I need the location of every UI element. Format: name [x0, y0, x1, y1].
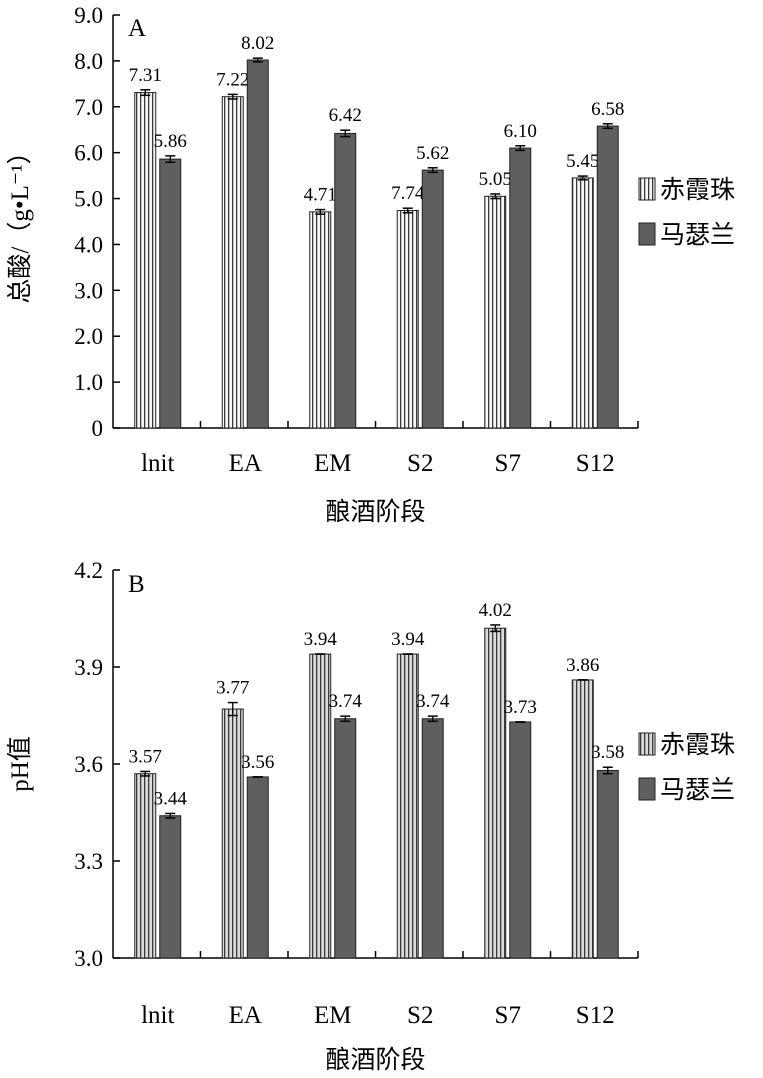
- y-tick-label: 3.9: [74, 655, 103, 680]
- data-label: 3.74: [416, 691, 450, 712]
- bar-cabernet: [134, 773, 157, 959]
- bar-marselan: [421, 718, 444, 959]
- data-label: 6.58: [591, 99, 624, 120]
- category-label: EM: [314, 450, 352, 477]
- bar-marselan: [509, 147, 532, 429]
- bar-cabernet: [484, 627, 507, 959]
- data-label: 5.45: [566, 151, 599, 172]
- data-label: 6.42: [329, 105, 362, 126]
- category-label: S12: [576, 450, 615, 477]
- data-label: 5.05: [479, 169, 512, 190]
- y-axis-title: pH值: [6, 736, 34, 792]
- y-tick-label: 3.0: [74, 278, 103, 303]
- bar-cabernet: [309, 653, 332, 959]
- legend-label: 马瑟兰: [660, 776, 735, 804]
- y-tick-label: 3.3: [74, 849, 103, 874]
- category-label: S2: [407, 450, 433, 477]
- bar-marselan: [509, 721, 532, 959]
- legend-swatch: [638, 222, 656, 246]
- category-label: EM: [314, 1002, 352, 1029]
- y-tick-label: 3.0: [74, 946, 103, 971]
- y-tick-label: 7.0: [74, 95, 103, 120]
- panel-label: B: [128, 571, 145, 598]
- data-label: 3.77: [216, 678, 249, 699]
- y-tick-label: 4.2: [74, 558, 103, 583]
- bar-marselan: [334, 718, 357, 959]
- x-axis-title: 酿酒阶段: [325, 1046, 425, 1074]
- legend-swatch: [638, 732, 656, 756]
- bar-cabernet: [396, 653, 419, 959]
- category-label: S2: [407, 1002, 433, 1029]
- legend-label: 赤霞珠: [660, 176, 735, 204]
- legend-label: 马瑟兰: [660, 221, 735, 249]
- y-axis-title: 总酸/（g•L⁻¹）: [6, 139, 34, 303]
- bar-marselan: [596, 769, 619, 959]
- data-label: 7.22: [216, 69, 249, 90]
- panel-label: A: [128, 15, 146, 42]
- y-tick-label: 4.0: [74, 232, 103, 257]
- y-tick-label: 5.0: [74, 187, 103, 212]
- data-label: 5.86: [154, 131, 187, 152]
- bar-cabernet: [484, 195, 507, 429]
- category-label: lnit: [141, 1002, 174, 1029]
- y-tick-label: 0: [92, 416, 104, 441]
- data-label: 3.94: [391, 629, 425, 650]
- category-label: lnit: [141, 450, 174, 477]
- legend-swatch: [638, 177, 656, 201]
- category-label: S12: [576, 1002, 615, 1029]
- data-label: 3.86: [566, 655, 599, 676]
- data-label: 7.74: [391, 183, 425, 204]
- bar-marselan: [596, 125, 619, 429]
- bar-marselan: [159, 815, 182, 959]
- bar-cabernet: [134, 92, 157, 429]
- bar-marselan: [159, 158, 182, 429]
- y-tick-label: 1.0: [74, 370, 103, 395]
- bar-marselan: [334, 132, 357, 429]
- legend-label: 赤霞珠: [660, 731, 735, 759]
- data-label: 3.94: [304, 629, 338, 650]
- y-tick-label: 8.0: [74, 49, 103, 74]
- bar-marselan: [421, 169, 444, 429]
- data-label: 3.57: [129, 746, 162, 767]
- bar-marselan: [246, 776, 269, 959]
- category-label: EA: [229, 450, 262, 477]
- y-tick-label: 3.6: [74, 752, 103, 777]
- bar-cabernet: [571, 679, 594, 959]
- bar-cabernet: [309, 211, 332, 429]
- data-label: 8.02: [241, 33, 274, 54]
- bar-cabernet: [221, 708, 244, 959]
- data-label: 5.62: [416, 143, 449, 164]
- data-label: 6.10: [504, 121, 537, 142]
- bar-marselan: [246, 59, 269, 429]
- data-label: 3.58: [591, 742, 624, 763]
- data-label: 3.56: [241, 752, 274, 773]
- data-label: 3.44: [154, 788, 188, 809]
- bar-cabernet: [571, 177, 594, 429]
- x-axis-title: 酿酒阶段: [325, 498, 425, 526]
- data-label: 7.31: [129, 65, 162, 86]
- y-tick-label: 2.0: [74, 324, 103, 349]
- y-tick-label: 9.0: [74, 3, 103, 28]
- category-label: S7: [495, 1002, 521, 1029]
- data-label: 3.74: [329, 691, 363, 712]
- data-label: 4.71: [304, 185, 337, 206]
- category-label: EA: [229, 1002, 262, 1029]
- data-label: 4.02: [479, 600, 512, 621]
- legend-swatch: [638, 777, 656, 801]
- y-tick-label: 6.0: [74, 141, 103, 166]
- data-label: 3.73: [504, 697, 537, 718]
- category-label: S7: [495, 450, 521, 477]
- bar-cabernet: [396, 209, 419, 429]
- bar-cabernet: [221, 96, 244, 429]
